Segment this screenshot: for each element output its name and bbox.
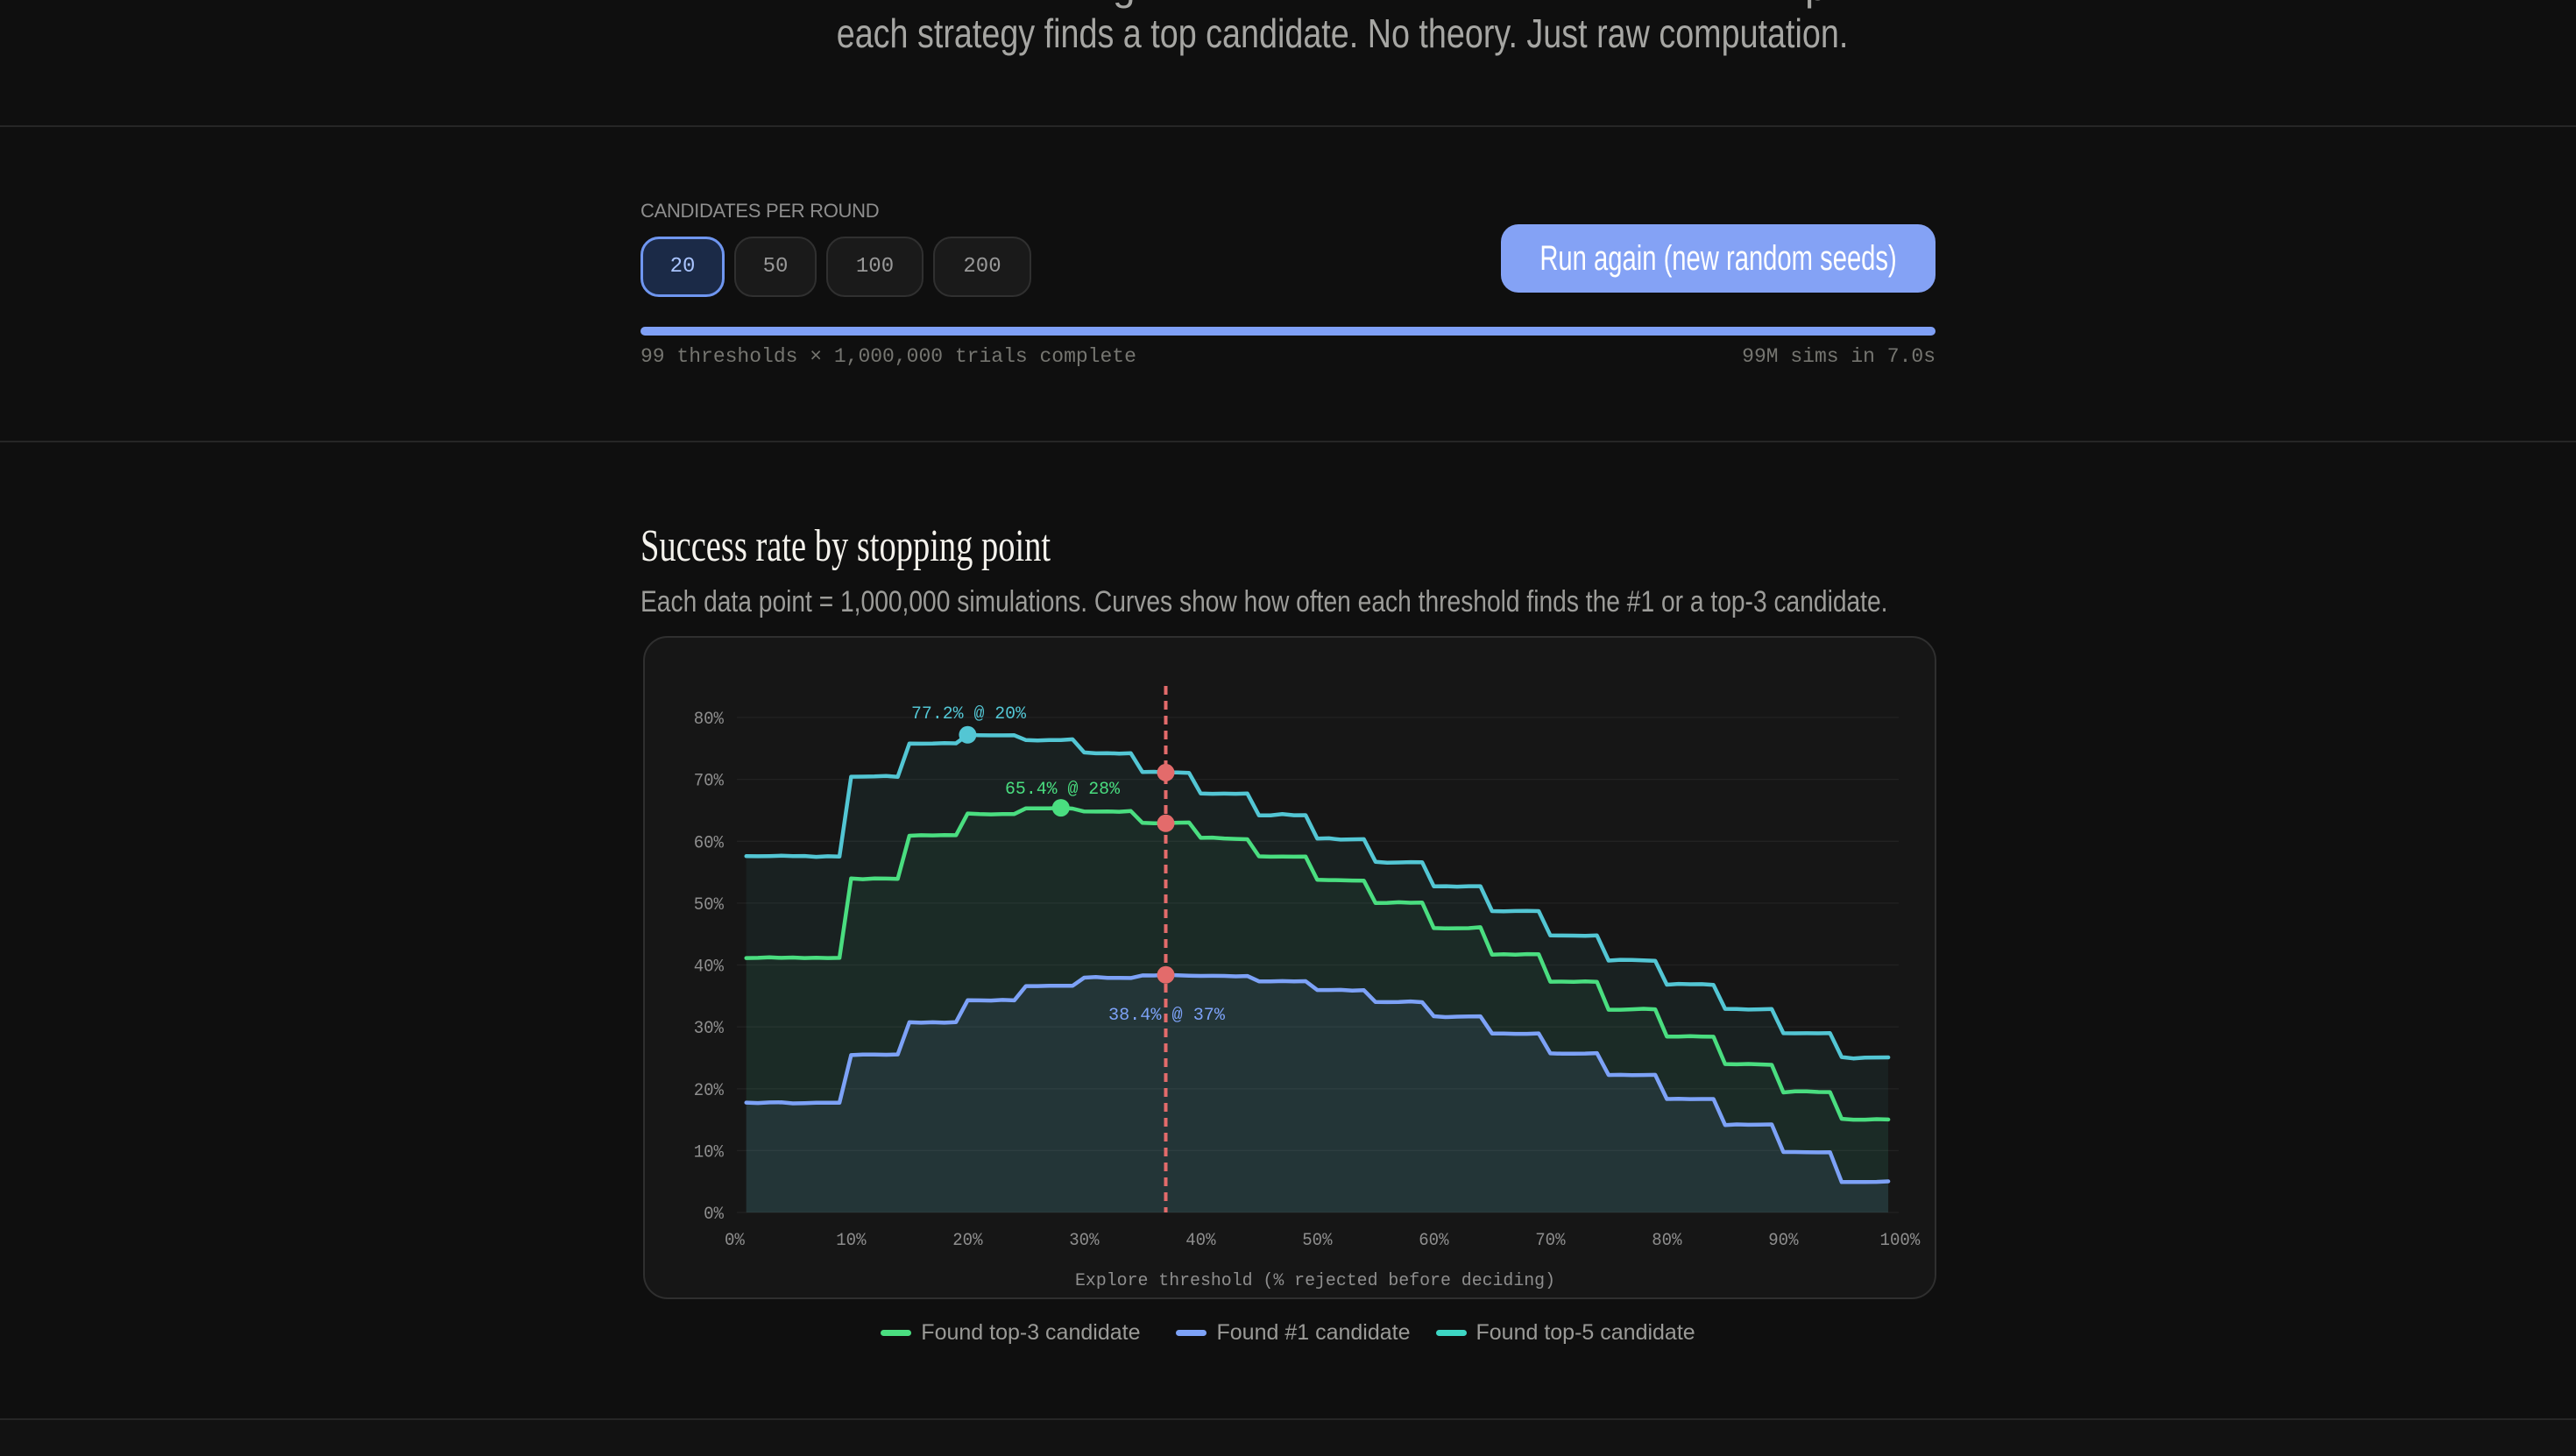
svg-text:20%: 20%	[694, 1081, 725, 1101]
svg-text:10%: 10%	[836, 1231, 867, 1251]
svg-text:0%: 0%	[725, 1231, 746, 1251]
svg-text:70%: 70%	[1535, 1231, 1566, 1251]
svg-text:30%: 30%	[694, 1019, 725, 1039]
svg-text:40%: 40%	[1185, 1231, 1216, 1251]
svg-text:0%: 0%	[704, 1205, 725, 1225]
svg-text:60%: 60%	[694, 833, 725, 853]
svg-text:10%: 10%	[694, 1142, 725, 1163]
svg-text:100%: 100%	[1880, 1231, 1921, 1251]
svg-text:38.4% @ 37%: 38.4% @ 37%	[1108, 1006, 1226, 1026]
svg-text:70%: 70%	[694, 772, 725, 792]
svg-text:60%: 60%	[1419, 1231, 1449, 1251]
svg-text:65.4% @ 28%: 65.4% @ 28%	[1005, 780, 1121, 800]
svg-text:Explore threshold (% rejected: Explore threshold (% rejected before dec…	[1075, 1271, 1555, 1291]
svg-text:50%: 50%	[1302, 1231, 1333, 1251]
svg-text:80%: 80%	[1652, 1231, 1682, 1251]
svg-text:30%: 30%	[1069, 1231, 1100, 1251]
svg-text:80%: 80%	[694, 710, 725, 730]
svg-text:90%: 90%	[1768, 1231, 1799, 1251]
svg-text:40%: 40%	[694, 958, 725, 978]
svg-text:50%: 50%	[694, 895, 725, 915]
svg-text:20%: 20%	[952, 1231, 983, 1251]
svg-text:77.2% @ 20%: 77.2% @ 20%	[911, 704, 1027, 724]
